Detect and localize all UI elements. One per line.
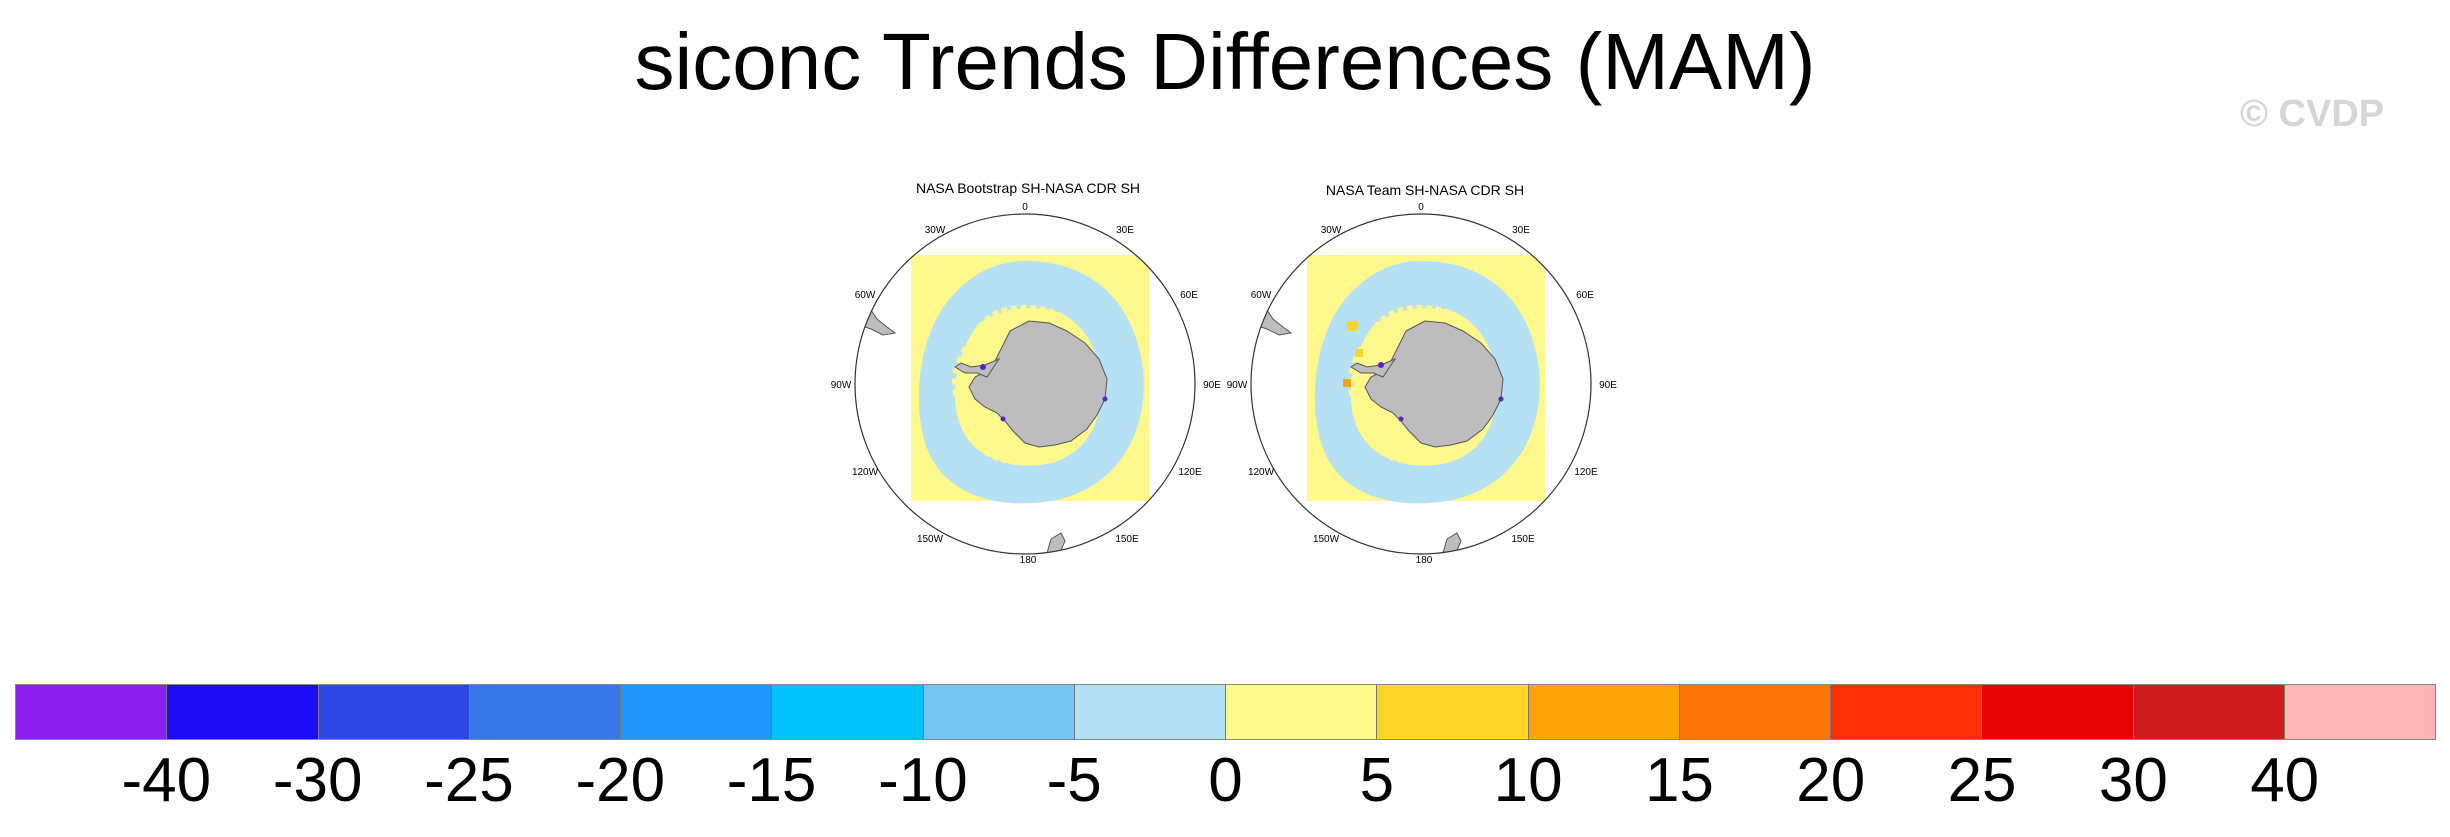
south-america-tip bbox=[855, 306, 897, 336]
lon-label-30e: 30E bbox=[1512, 225, 1530, 236]
lon-label-150e: 150E bbox=[1115, 534, 1139, 545]
lon-label-30e: 30E bbox=[1116, 225, 1134, 236]
colorbar-tick-label: -15 bbox=[726, 746, 817, 815]
lon-label-120w: 120W bbox=[1248, 467, 1275, 478]
lon-label-60w: 60W bbox=[855, 290, 876, 301]
colorbar-tick-label: -25 bbox=[424, 746, 514, 815]
map-1-field bbox=[855, 255, 1149, 554]
colorbar-box bbox=[469, 685, 621, 739]
lon-label-0: 0 bbox=[1418, 202, 1424, 213]
colorbar-tick-label: 0 bbox=[1208, 746, 1243, 815]
lon-label-30w: 30W bbox=[925, 225, 946, 236]
colorbar-tick-label: 25 bbox=[1947, 746, 2017, 815]
lon-label-60e: 60E bbox=[1576, 290, 1594, 301]
map-2-boundary bbox=[1250, 213, 1592, 555]
colorbar-box bbox=[1982, 685, 2134, 739]
panel-2-title: NASA Team SH-NASA CDR SH bbox=[1325, 182, 1525, 198]
colorbar-tick-label: 5 bbox=[1359, 746, 1395, 815]
lon-label-150w: 150W bbox=[1313, 534, 1340, 545]
polar-map-2: 0 30W 30E 60W 60E 90W 90E 120W 120E 150W… bbox=[1227, 202, 1618, 566]
colorbar-tick-label: -30 bbox=[272, 746, 363, 815]
lon-label-120e: 120E bbox=[1574, 467, 1598, 478]
south-america-tip bbox=[1251, 306, 1293, 336]
lon-label-90w: 90W bbox=[831, 380, 852, 391]
colorbar-box bbox=[621, 685, 773, 739]
colorbar-tick-label: -10 bbox=[878, 746, 968, 815]
lon-label-120e: 120E bbox=[1178, 467, 1202, 478]
page-title: siconc Trends Differences (MAM) bbox=[634, 17, 1816, 106]
antarctica-landmass bbox=[1364, 320, 1504, 448]
lon-label-30w: 30W bbox=[1321, 225, 1342, 236]
antarctica-landmass bbox=[968, 320, 1108, 448]
colorbar-box bbox=[1074, 685, 1226, 739]
lon-label-150e: 150E bbox=[1511, 534, 1535, 545]
antarctic-peninsula bbox=[1350, 357, 1397, 378]
colorbar-tick-label: -20 bbox=[575, 746, 666, 815]
colorbar-box bbox=[2133, 685, 2285, 739]
colorbar-tick-label: 20 bbox=[1796, 746, 1866, 815]
colorbar-tick-label: -5 bbox=[1046, 746, 1102, 815]
colorbar-tick-label: 15 bbox=[1644, 746, 1714, 815]
lon-label-60w: 60W bbox=[1251, 290, 1272, 301]
lon-label-0: 0 bbox=[1022, 202, 1028, 213]
colorbar-box bbox=[923, 685, 1075, 739]
colorbar-box bbox=[1831, 685, 1983, 739]
lon-label-90e: 90E bbox=[1203, 380, 1221, 391]
lon-label-150w: 150W bbox=[917, 534, 944, 545]
colorbar-tick-label: 10 bbox=[1493, 746, 1563, 815]
colorbar bbox=[15, 684, 2436, 740]
trend-blue-ring bbox=[918, 261, 1144, 504]
colorbar-box bbox=[1679, 685, 1831, 739]
colorbar-tick-label: 30 bbox=[2098, 746, 2168, 815]
colorbar-tick-label: -40 bbox=[121, 746, 212, 815]
polar-map-1: 0 30W 30E 60W 60E 90W 90E 120W 120E 150W… bbox=[831, 202, 1222, 566]
colorbar-box bbox=[2284, 685, 2435, 739]
lon-label-90w: 90W bbox=[1227, 380, 1248, 391]
lon-label-120w: 120W bbox=[852, 467, 879, 478]
colorbar-box bbox=[167, 685, 319, 739]
colorbar-box bbox=[772, 685, 924, 739]
lon-label-90e: 90E bbox=[1599, 380, 1617, 391]
colorbar-box bbox=[16, 685, 168, 739]
map-1-boundary bbox=[854, 213, 1196, 555]
trend-blue-ring bbox=[1314, 261, 1540, 504]
colorbar-box bbox=[1377, 685, 1529, 739]
lon-label-180: 180 bbox=[1416, 555, 1433, 566]
panel-1-title: NASA Bootstrap SH-NASA CDR SH bbox=[915, 180, 1141, 196]
map-2-field bbox=[1251, 255, 1545, 554]
colorbar-tick-label: 40 bbox=[2250, 746, 2320, 815]
colorbar-box bbox=[318, 685, 470, 739]
lon-label-60e: 60E bbox=[1180, 290, 1198, 301]
lon-label-180: 180 bbox=[1020, 555, 1037, 566]
copyright-watermark: © CVDP bbox=[2240, 93, 2385, 135]
colorbar-box bbox=[1528, 685, 1680, 739]
new-zealand bbox=[1046, 532, 1066, 554]
colorbar-box bbox=[1226, 685, 1378, 739]
new-zealand bbox=[1442, 532, 1462, 554]
